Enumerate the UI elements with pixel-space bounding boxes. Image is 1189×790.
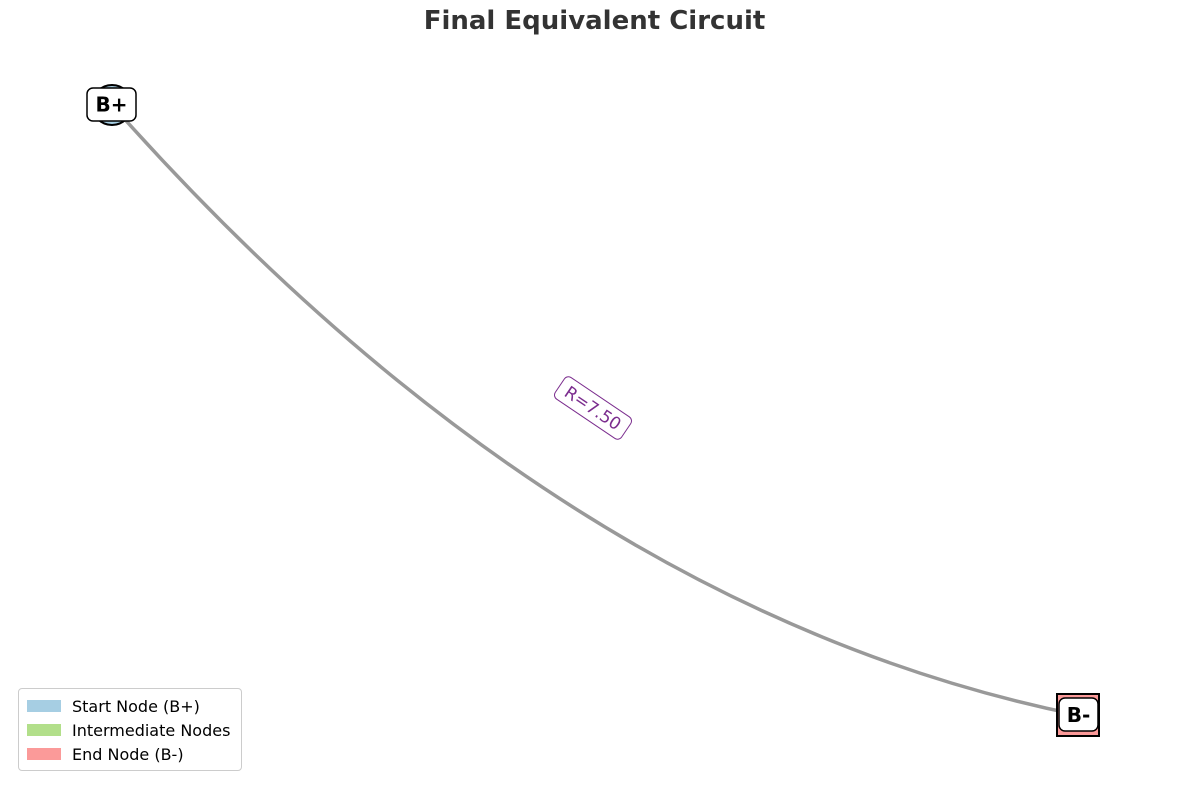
legend: Start Node (B+) Intermediate Nodes End N… (18, 688, 242, 771)
legend-swatch-intermediate (27, 724, 61, 736)
edge-wire (110, 103, 1080, 717)
legend-swatch-end (27, 748, 61, 760)
legend-label-end: End Node (B-) (72, 744, 184, 764)
page-title: Final Equivalent Circuit (423, 6, 766, 36)
legend-item-end: End Node (B-) (27, 742, 233, 766)
edge-label: R=7.50 (554, 376, 632, 440)
legend-label-intermediate: Intermediate Nodes (72, 720, 231, 740)
end-node-label: B- (1067, 703, 1091, 727)
legend-item-intermediate: Intermediate Nodes (27, 718, 233, 742)
start-node-label: B+ (95, 93, 127, 117)
legend-label-start: Start Node (B+) (72, 696, 200, 716)
legend-item-start: Start Node (B+) (27, 694, 233, 718)
legend-swatch-start (27, 700, 61, 712)
start-node-label-box (86, 87, 137, 122)
start-node[interactable]: B+ (86, 84, 137, 126)
end-node-label-box (1058, 697, 1099, 732)
end-node[interactable]: B- (1056, 693, 1100, 737)
edge-label-box (554, 376, 632, 440)
